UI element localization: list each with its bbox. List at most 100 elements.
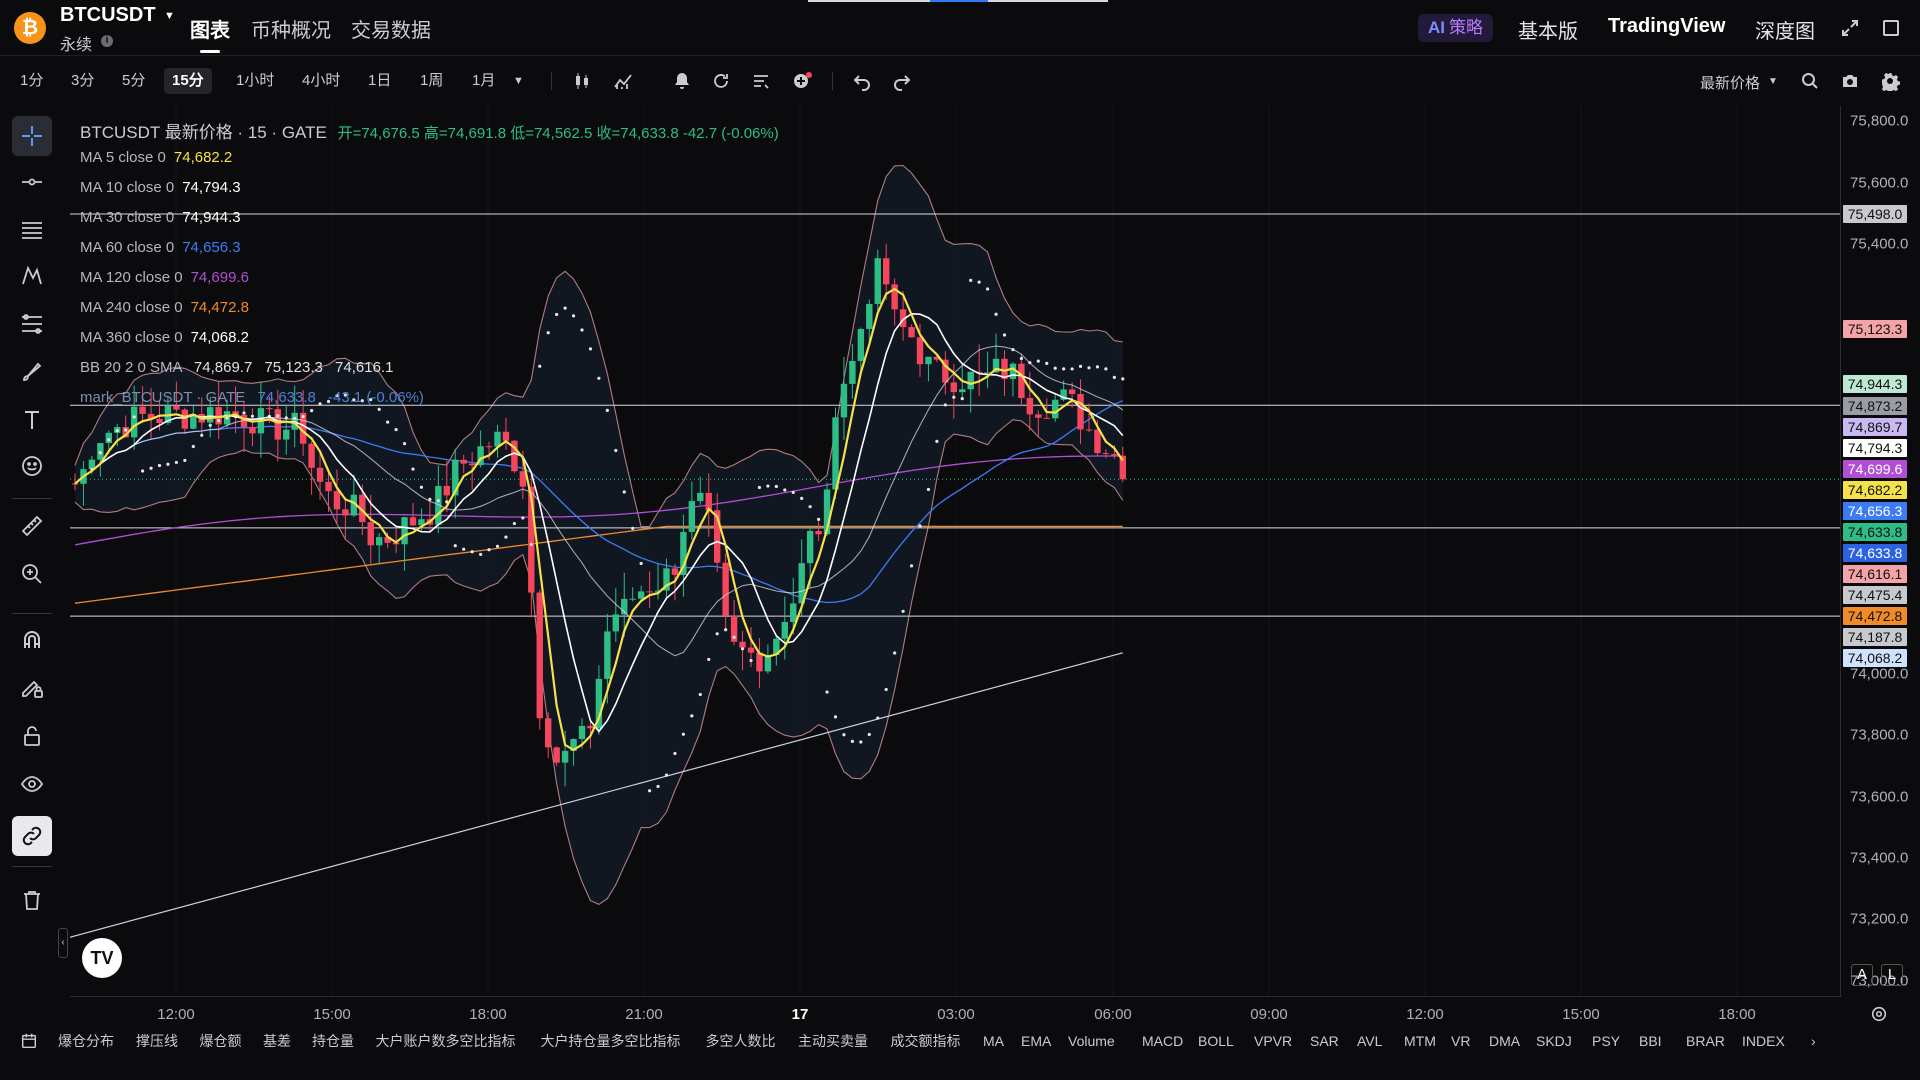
indicator-shortcut[interactable]: BRAR [1686,1033,1725,1049]
pattern-tool[interactable] [12,256,52,296]
settings-gear-icon[interactable] [1880,71,1900,91]
tab-trading-data[interactable]: 交易数据 [351,20,431,42]
camera-icon[interactable] [1840,71,1860,91]
indicator-shortcut[interactable]: SKDJ [1536,1033,1572,1049]
add-chart-icon[interactable] [792,71,812,91]
fibonacci-tool[interactable] [12,304,52,344]
candle-type-icon[interactable] [572,71,592,91]
indicator-shortcut[interactable]: BBI [1639,1033,1662,1049]
indicator-shortcut[interactable]: 成交额指标 [890,1033,961,1049]
timeframe-1d[interactable]: 1日 [368,72,392,89]
indicator-shortcut[interactable]: AVL [1357,1033,1383,1049]
replay-icon[interactable] [711,71,731,91]
hide-drawings-tool[interactable] [12,764,52,804]
lock-drawings-tool[interactable] [12,716,52,756]
search-icon[interactable] [1800,71,1820,91]
expand-icon[interactable] [1840,18,1860,38]
ma-legend-row[interactable]: MA 240 close 0 74,472.8 [80,293,779,323]
view-tradingview-link[interactable]: TradingView [1608,15,1726,37]
mark-price-legend[interactable]: mark_BTCUSDT · GATE 74,633.8 -43.1 (-0.0… [80,383,779,413]
layout-template-icon[interactable] [751,71,771,91]
indicator-shortcut[interactable]: EMA [1021,1033,1052,1049]
price-source-chevron-icon[interactable]: ▼ [1768,76,1778,87]
indicator-shortcut[interactable]: 大户账户数多空比指标 [375,1033,516,1049]
indicator-shortcut[interactable]: PSY [1592,1033,1621,1049]
legend-symbol-title[interactable]: BTCUSDT 最新价格 · 15 · GATE [80,123,327,142]
emoji-tool[interactable] [12,446,52,486]
price-source-dropdown[interactable]: 最新价格 [1700,75,1761,92]
price-axis[interactable]: 75,800.0 75,600.0 75,400.0 74,000.0 73,800.0… [1840,106,1920,996]
zoom-tool[interactable] [12,554,52,594]
timeframe-1m[interactable]: 1分 [20,72,44,89]
parallel-lines-tool[interactable] [12,210,52,250]
indicator-shortcut[interactable]: MACD [1142,1033,1184,1049]
candle-body [781,621,788,639]
indicator-shortcut[interactable]: MA [983,1033,1004,1049]
tab-coin-overview[interactable]: 币种概况 [251,20,331,42]
trend-line-tool[interactable] [12,162,52,202]
chevron-down-icon[interactable]: ▼ [164,10,175,22]
undo-icon[interactable] [852,71,872,91]
auto-scale-button[interactable]: A [1851,964,1873,986]
timeframe-15m[interactable]: 15分 [164,68,212,94]
timeframe-3m[interactable]: 3分 [71,72,95,89]
link-tool[interactable] [12,816,52,856]
timeframe-1mo[interactable]: 1月 [472,72,496,89]
view-basic-link[interactable]: 基本版 [1518,21,1578,43]
indicator-shortcut[interactable]: 撑压线 [136,1033,178,1049]
indicator-shortcut[interactable]: VPVR [1254,1033,1293,1049]
timeframe-5m[interactable]: 5分 [122,72,146,89]
indicator-more-chevron-icon[interactable]: › [1811,1033,1816,1049]
candlestick-chart-canvas[interactable] [70,106,1840,996]
redo-icon[interactable] [892,71,912,91]
measure-tool[interactable] [12,506,52,546]
indicator-shortcut[interactable]: 多空人数比 [705,1033,776,1049]
time-axis-settings-icon[interactable] [1870,1005,1888,1023]
ma-legend-row[interactable]: MA 30 close 0 74,944.3 [80,203,779,233]
timeframe-1w[interactable]: 1周 [420,72,444,89]
draw-lock-tool[interactable] [12,668,52,708]
indicator-shortcut[interactable]: BOLL [1198,1033,1234,1049]
indicator-shortcut[interactable]: 主动买卖量 [798,1033,868,1049]
ma-legend-row[interactable]: MA 5 close 0 74,682.2 [80,143,779,173]
timeframe-dropdown-icon[interactable]: ▼ [513,75,524,87]
bb-legend[interactable]: BB 20 2 0 SMA 74,869.7 75,123.3 74,616.1 [80,353,779,383]
ma-legend-row[interactable]: MA 360 close 0 74,068.2 [80,323,779,353]
calendar-icon[interactable] [20,1032,38,1050]
indicator-shortcut[interactable]: MTM [1404,1033,1436,1049]
info-icon[interactable]: i [101,35,113,47]
fullscreen-icon[interactable] [1881,18,1901,38]
tradingview-logo[interactable]: TV [82,938,122,978]
collapse-sidebar-handle[interactable]: ‹ [58,928,68,958]
indicator-shortcut[interactable]: 持仓量 [312,1033,354,1049]
ma-legend-row[interactable]: MA 10 close 0 74,794.3 [80,173,779,203]
alert-bell-icon[interactable] [672,71,692,91]
crosshair-tool[interactable] [12,116,52,156]
indicator-shortcut[interactable]: 基差 [263,1033,291,1049]
indicator-shortcut[interactable]: SAR [1310,1033,1339,1049]
view-depth-link[interactable]: 深度图 [1755,21,1815,43]
symbol-selector[interactable]: BTCUSDT [60,4,156,26]
indicator-shortcut[interactable]: INDEX [1742,1033,1785,1049]
ma-legend-row[interactable]: MA 120 close 0 74,699.6 [80,263,779,293]
brush-tool[interactable] [12,352,52,392]
indicators-icon[interactable] [613,71,633,91]
timeframe-4h[interactable]: 4小时 [302,72,341,89]
sar-dot [453,544,457,548]
indicator-shortcut[interactable]: 爆仓额 [199,1033,242,1049]
indicator-shortcut[interactable]: 大户持仓量多空比指标 [540,1033,681,1049]
ma-legend-row[interactable]: MA 60 close 0 74,656.3 [80,233,779,263]
tab-chart[interactable]: 图表 [190,20,230,42]
indicator-shortcut[interactable]: 爆仓分布 [58,1033,114,1049]
text-tool[interactable] [12,400,52,440]
price-chart[interactable]: BTCUSDT 最新价格 · 15 · GATE 开=74,676.5 高=74… [58,106,1842,996]
timeframe-1h[interactable]: 1小时 [236,72,275,89]
magnet-tool[interactable] [12,620,52,660]
indicator-shortcut[interactable]: DMA [1489,1033,1521,1049]
ai-strategy-button[interactable]: AI 策略 [1418,14,1493,42]
indicator-shortcut[interactable]: VR [1451,1033,1471,1049]
indicator-shortcut[interactable]: Volume [1068,1033,1115,1049]
time-axis[interactable]: 12:00 15:00 18:00 21:00 17 03:00 06:00 09:00 12:… [70,996,1887,1030]
log-scale-button[interactable]: L [1881,964,1903,986]
delete-drawings-tool[interactable] [12,880,52,920]
